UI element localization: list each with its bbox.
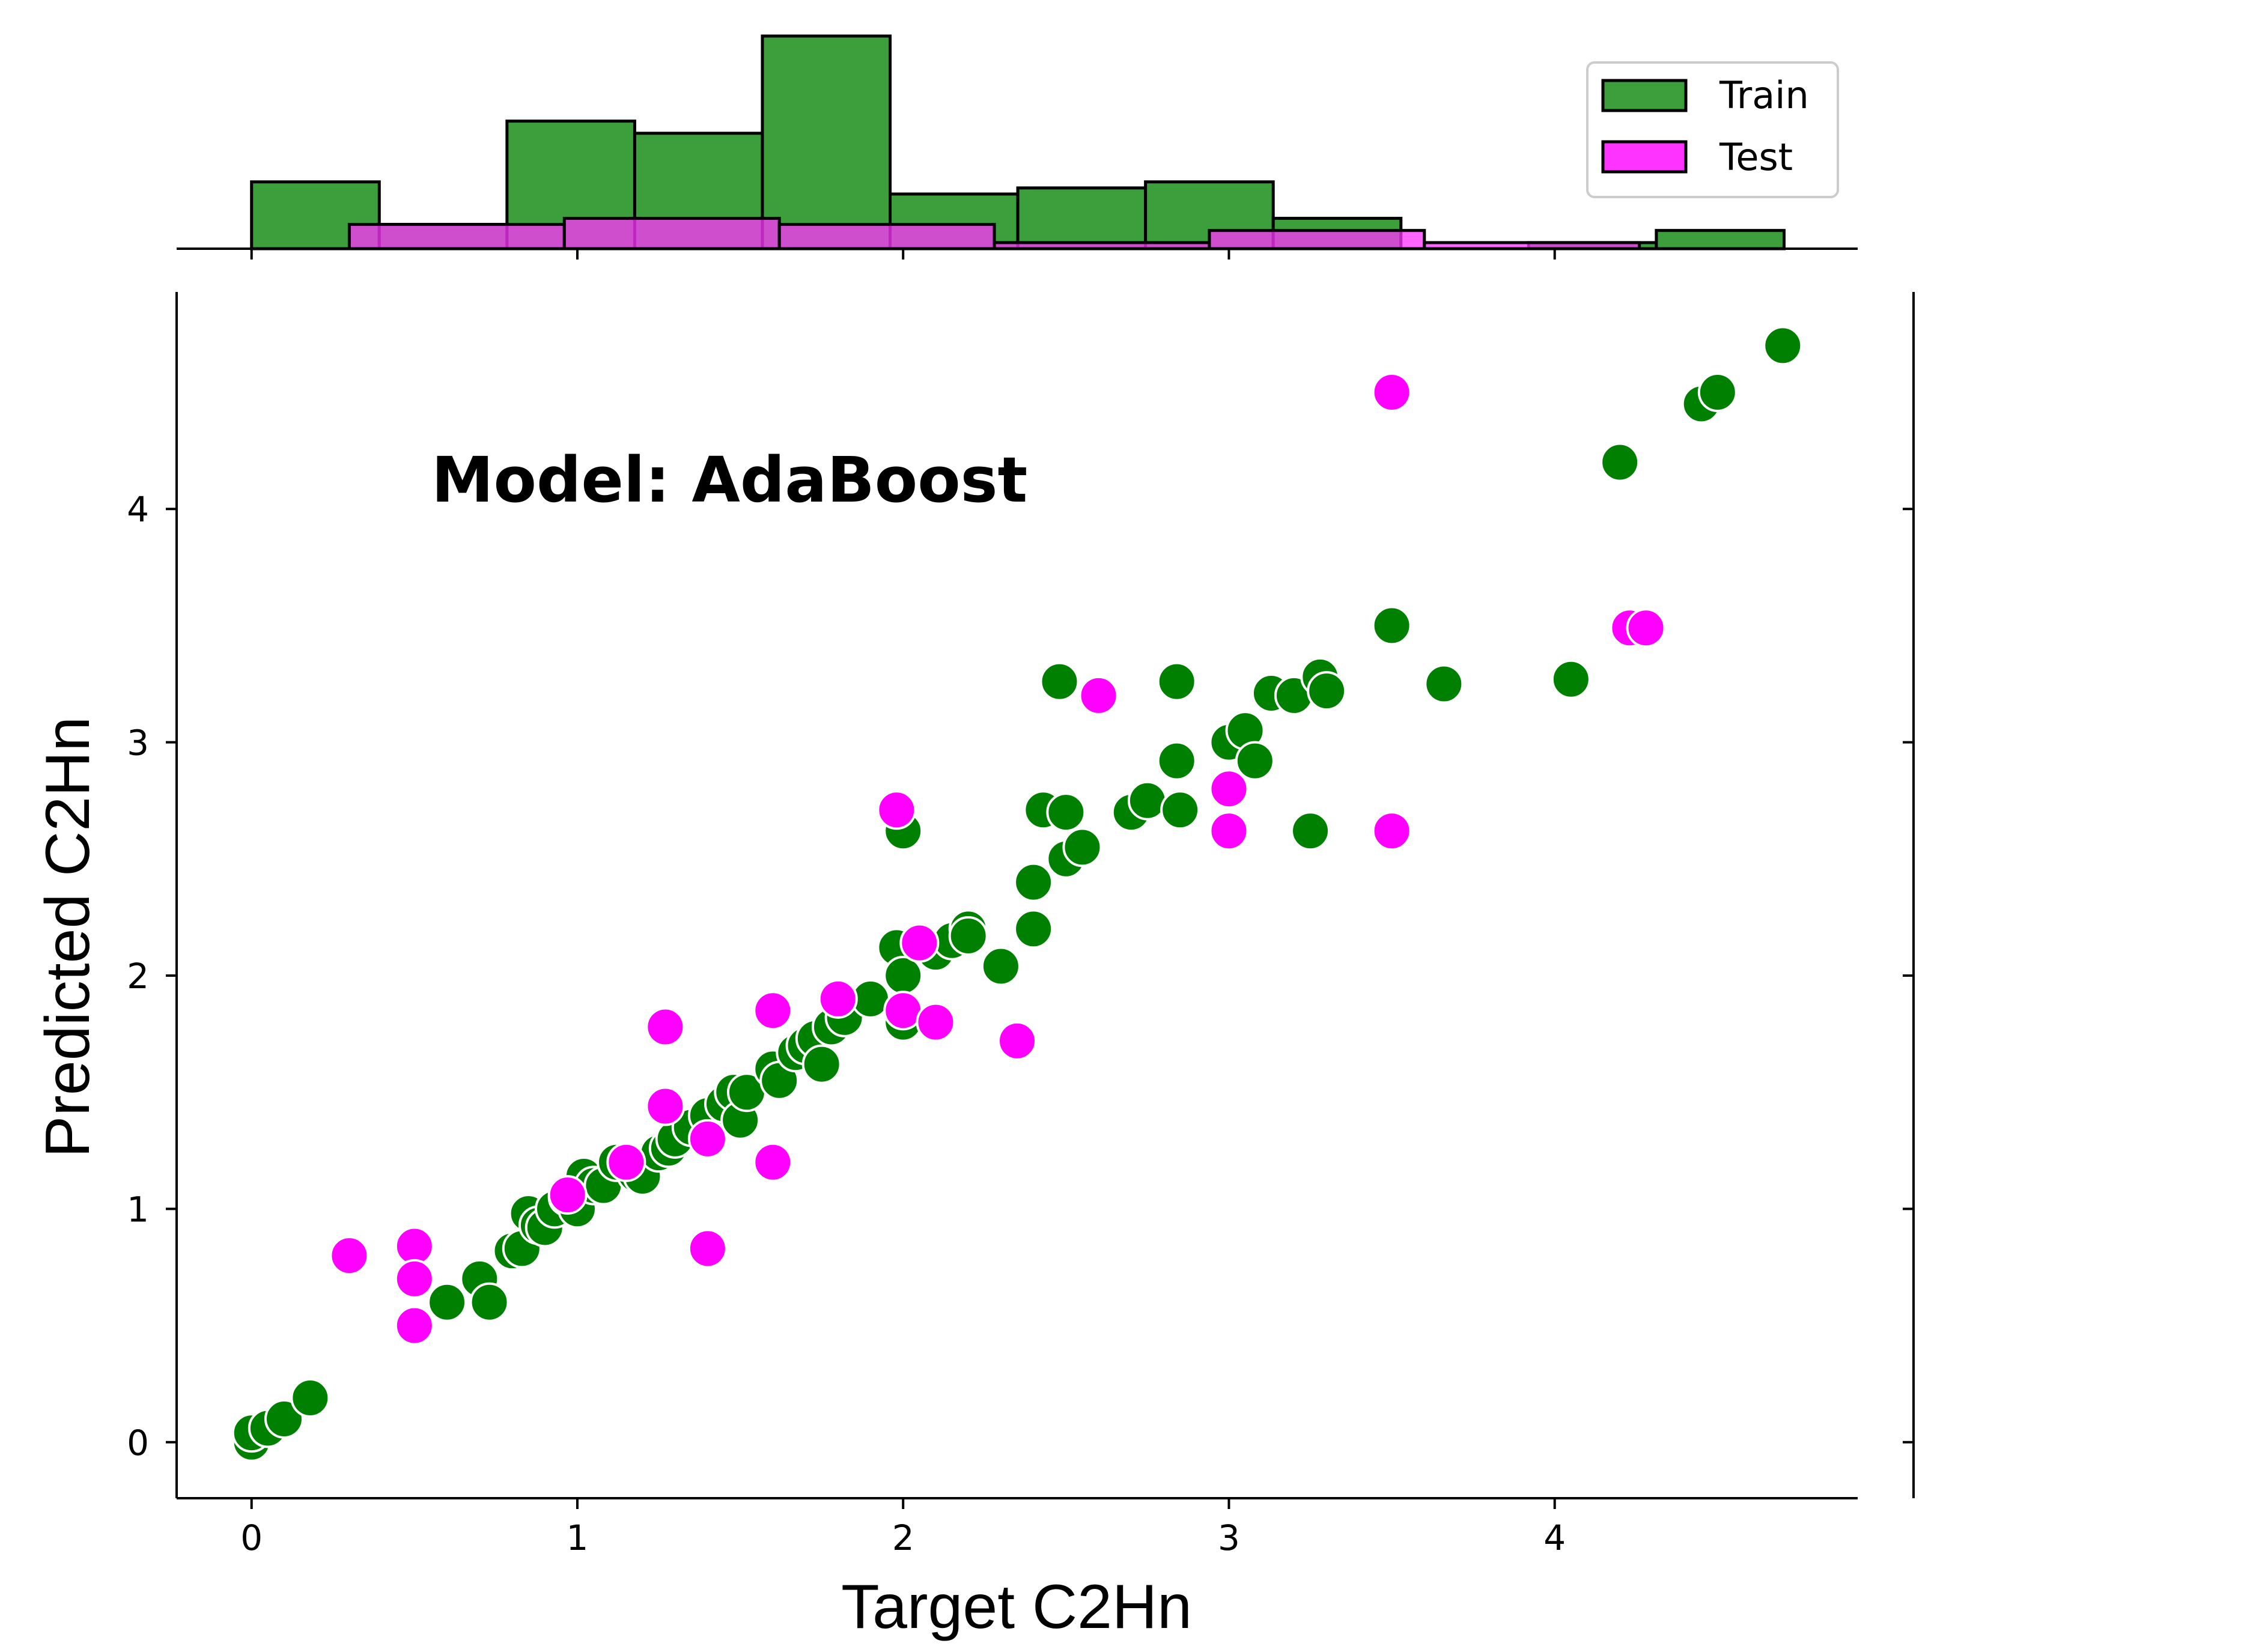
point-train <box>1014 909 1054 949</box>
point-test <box>329 1236 369 1276</box>
point-test <box>687 1119 728 1159</box>
legend-swatch-train <box>1601 79 1688 112</box>
point-test <box>753 1142 793 1182</box>
x-tick-label: 4 <box>1543 1517 1566 1558</box>
hist-bar-train <box>250 180 381 251</box>
point-train <box>1157 741 1197 781</box>
point-test <box>877 790 917 830</box>
x-tick-label: 3 <box>1218 1517 1240 1558</box>
point-test <box>1626 608 1666 648</box>
point-train <box>1600 442 1640 482</box>
x-axis-label: Target C2Hn <box>841 1572 1192 1642</box>
x-tick-label: 0 <box>240 1517 263 1558</box>
hist-bar-test <box>347 223 566 251</box>
hist-bar-test <box>1208 229 1426 251</box>
point-train <box>290 1377 330 1418</box>
point-train <box>1697 372 1738 413</box>
point-test <box>645 1086 686 1126</box>
y-tick-label: 1 <box>127 1189 149 1230</box>
point-train <box>264 1398 304 1439</box>
scatter-points <box>231 326 1803 1462</box>
point-test <box>687 1228 728 1269</box>
point-train <box>1046 792 1086 833</box>
legend-label-test: Test <box>1719 135 1793 179</box>
point-test <box>818 979 858 1019</box>
point-train <box>1160 790 1200 830</box>
y-tick-label: 3 <box>127 723 149 764</box>
legend-label-train: Train <box>1719 73 1809 117</box>
point-train <box>1424 664 1464 704</box>
point-test <box>753 991 793 1031</box>
point-test <box>899 923 940 963</box>
point-test <box>394 1259 434 1299</box>
model-annotation: Model: AdaBoost <box>431 443 1027 517</box>
point-train <box>981 946 1021 986</box>
point-train <box>1062 827 1102 867</box>
point-train <box>427 1282 467 1322</box>
point-test <box>394 1305 434 1346</box>
hist-bar-test <box>562 216 781 251</box>
point-train <box>1039 661 1080 702</box>
hist-bar-train <box>761 34 892 251</box>
point-test <box>606 1142 646 1182</box>
hist-bar-train <box>1655 229 1786 251</box>
point-test <box>1372 811 1412 851</box>
point-test <box>997 1021 1037 1061</box>
point-test <box>547 1175 588 1215</box>
hist-bar-test <box>777 223 996 251</box>
point-test <box>1372 372 1412 413</box>
point-train <box>1014 862 1054 902</box>
point-test <box>1209 769 1249 809</box>
point-test <box>1078 675 1119 715</box>
x-tick-label: 2 <box>892 1517 914 1558</box>
point-test <box>645 1007 686 1047</box>
point-train <box>1372 606 1412 646</box>
y-axis-label: Predicted C2Hn <box>33 717 103 1158</box>
point-train <box>1763 326 1803 366</box>
point-train <box>1551 659 1591 699</box>
y-tick-label: 2 <box>127 956 149 997</box>
hist-bar-train <box>1016 186 1148 251</box>
marginal-histogram <box>177 34 1858 260</box>
point-train <box>1291 811 1331 851</box>
legend: Train Test <box>1586 61 1839 198</box>
point-train <box>883 955 923 995</box>
legend-swatch-test <box>1601 140 1688 174</box>
point-train <box>469 1282 509 1322</box>
axes: 0 1 2 3 4 0 1 2 3 4 <box>127 292 1915 1558</box>
point-test <box>1209 811 1249 851</box>
point-train <box>1307 671 1347 711</box>
point-train <box>1235 741 1275 781</box>
point-train <box>801 1044 842 1084</box>
y-tick-label: 4 <box>127 489 149 530</box>
x-tick-label: 1 <box>567 1517 589 1558</box>
point-train <box>1157 661 1197 702</box>
point-test <box>916 1002 956 1042</box>
y-tick-label: 0 <box>127 1423 149 1463</box>
point-train <box>1127 780 1167 821</box>
point-train <box>948 916 988 956</box>
